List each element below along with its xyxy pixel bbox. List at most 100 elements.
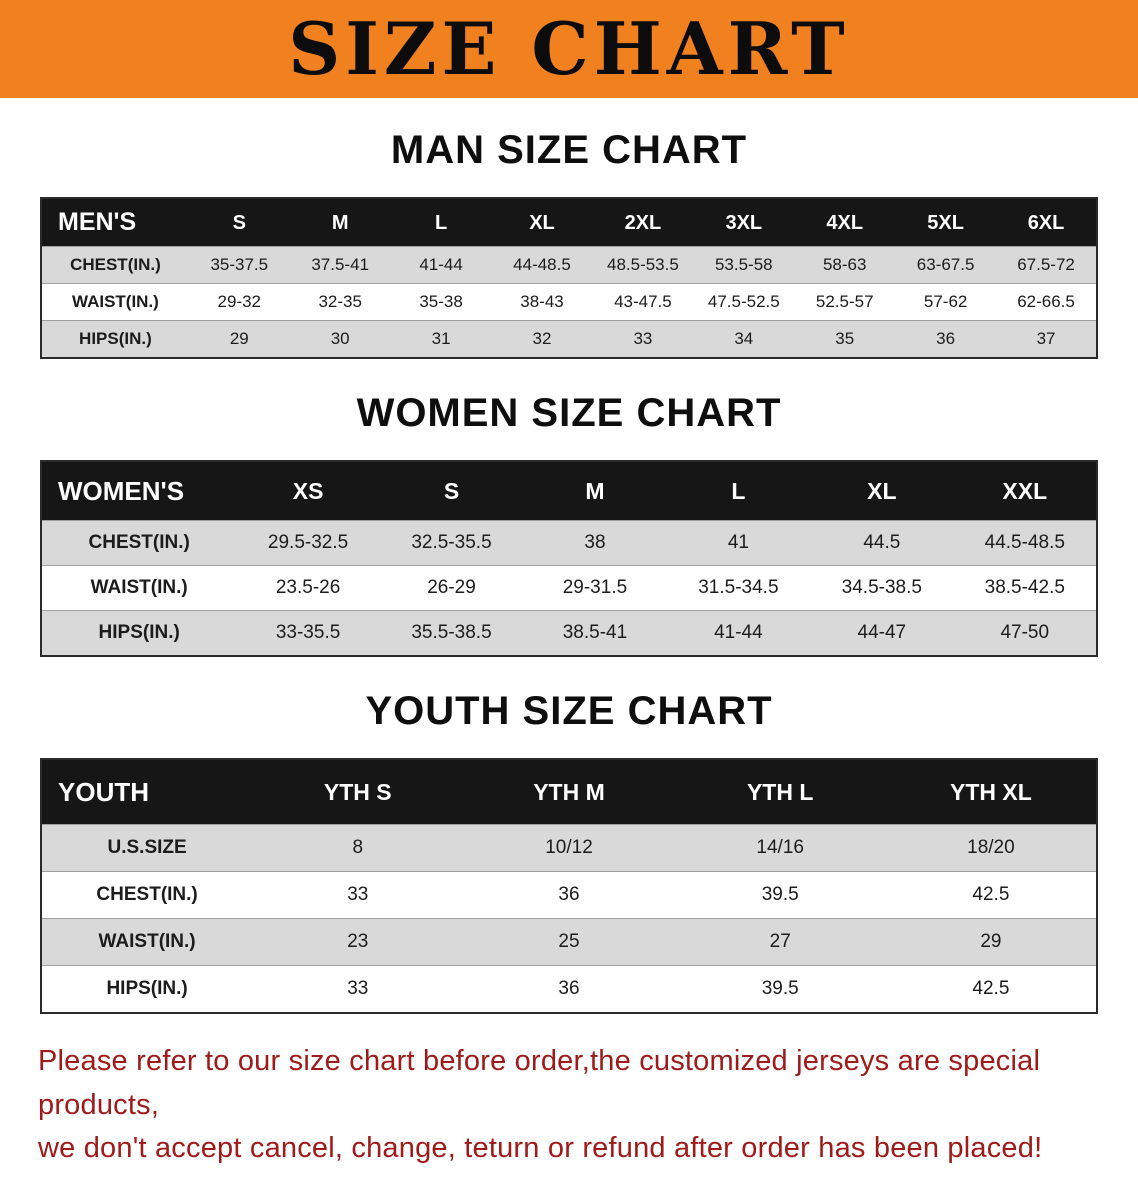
value-cell: 43-47.5 bbox=[592, 283, 694, 321]
value-cell: 44.5-48.5 bbox=[953, 520, 1097, 566]
value-cell: 47.5-52.5 bbox=[693, 283, 795, 321]
value-cell: 35 bbox=[794, 320, 896, 358]
value-cell: 29-31.5 bbox=[523, 565, 667, 611]
row-label-cell: WAIST(IN.) bbox=[41, 918, 253, 966]
value-cell: 32.5-35.5 bbox=[379, 520, 524, 566]
table-row: WAIST(IN.) 23.5-26 26-29 29-31.5 31.5-34.5 34… bbox=[41, 565, 1097, 611]
size-header-cell: 3XL bbox=[693, 198, 795, 247]
value-cell: 23 bbox=[252, 918, 464, 966]
table-row: CHEST(IN.) 35-37.5 37.5-41 41-44 44-48.5 48.5… bbox=[41, 246, 1097, 284]
value-cell: 41 bbox=[666, 520, 811, 566]
size-header-cell: XL bbox=[810, 461, 954, 521]
table-row: CHEST(IN.) 29.5-32.5 32.5-35.5 38 41 44.5 44.5… bbox=[41, 520, 1097, 566]
banner: SIZE CHART bbox=[0, 0, 1138, 98]
row-label-cell: CHEST(IN.) bbox=[41, 871, 253, 919]
size-header-cell: M bbox=[289, 198, 391, 247]
value-cell: 57-62 bbox=[895, 283, 997, 321]
value-cell: 30 bbox=[289, 320, 391, 358]
value-cell: 32-35 bbox=[289, 283, 391, 321]
man-size-chart-section: MAN SIZE CHART MEN'S S M L XL 2XL 3XL 4XL 5XL 6XL… bbox=[0, 128, 1138, 359]
women-size-chart-section: WOMEN SIZE CHART WOMEN'S XS S M L XL XXL CHEST(… bbox=[0, 391, 1138, 657]
value-cell: 52.5-57 bbox=[794, 283, 896, 321]
value-cell: 34 bbox=[693, 320, 795, 358]
table-title-cell: MEN'S bbox=[41, 198, 189, 247]
size-header-cell: YTH M bbox=[463, 759, 675, 825]
table-header-row: MEN'S S M L XL 2XL 3XL 4XL 5XL 6XL bbox=[41, 198, 1097, 247]
value-cell: 33 bbox=[592, 320, 694, 358]
value-cell: 58-63 bbox=[794, 246, 896, 284]
size-header-cell: YTH S bbox=[252, 759, 464, 825]
value-cell: 29.5-32.5 bbox=[236, 520, 380, 566]
size-header-cell: 6XL bbox=[996, 198, 1097, 247]
row-label-cell: WAIST(IN.) bbox=[41, 283, 189, 321]
value-cell: 34.5-38.5 bbox=[810, 565, 954, 611]
value-cell: 37 bbox=[996, 320, 1097, 358]
value-cell: 35.5-38.5 bbox=[379, 610, 524, 656]
size-header-cell: XXL bbox=[953, 461, 1097, 521]
value-cell: 31.5-34.5 bbox=[666, 565, 811, 611]
row-label-cell: HIPS(IN.) bbox=[41, 965, 253, 1013]
table-row: U.S.SIZE 8 10/12 14/16 18/20 bbox=[41, 824, 1097, 872]
value-cell: 31 bbox=[390, 320, 492, 358]
row-label-cell: CHEST(IN.) bbox=[41, 520, 237, 566]
table-row: CHEST(IN.) 33 36 39.5 42.5 bbox=[41, 871, 1097, 919]
table-row: WAIST(IN.) 23 25 27 29 bbox=[41, 918, 1097, 966]
value-cell: 36 bbox=[463, 871, 675, 919]
row-label-cell: HIPS(IN.) bbox=[41, 320, 189, 358]
size-header-cell: L bbox=[666, 461, 811, 521]
value-cell: 44-47 bbox=[810, 610, 954, 656]
value-cell: 25 bbox=[463, 918, 675, 966]
size-header-cell: YTH XL bbox=[885, 759, 1097, 825]
value-cell: 29 bbox=[885, 918, 1097, 966]
value-cell: 39.5 bbox=[674, 871, 886, 919]
footer-note: Please refer to our size chart before or… bbox=[38, 1040, 1100, 1171]
table-row: WAIST(IN.) 29-32 32-35 35-38 38-43 43-47.5 47.… bbox=[41, 283, 1097, 321]
value-cell: 38-43 bbox=[491, 283, 593, 321]
value-cell: 33-35.5 bbox=[236, 610, 380, 656]
value-cell: 35-37.5 bbox=[188, 246, 290, 284]
size-header-cell: XL bbox=[491, 198, 593, 247]
table-title-cell: YOUTH bbox=[41, 759, 253, 825]
women-size-table: WOMEN'S XS S M L XL XXL CHEST(IN.) 29.5-32.5 32.5… bbox=[40, 460, 1098, 657]
value-cell: 10/12 bbox=[463, 824, 675, 872]
table-row: HIPS(IN.) 29 30 31 32 33 34 35 36 37 bbox=[41, 320, 1097, 358]
size-header-cell: XS bbox=[236, 461, 380, 521]
value-cell: 63-67.5 bbox=[895, 246, 997, 284]
value-cell: 36 bbox=[463, 965, 675, 1013]
table-title-cell: WOMEN'S bbox=[41, 461, 237, 521]
value-cell: 38.5-41 bbox=[523, 610, 667, 656]
table-header-row: WOMEN'S XS S M L XL XXL bbox=[41, 461, 1097, 521]
value-cell: 32 bbox=[491, 320, 593, 358]
size-header-cell: L bbox=[390, 198, 492, 247]
value-cell: 44.5 bbox=[810, 520, 954, 566]
value-cell: 41-44 bbox=[390, 246, 492, 284]
value-cell: 8 bbox=[252, 824, 464, 872]
value-cell: 35-38 bbox=[390, 283, 492, 321]
value-cell: 38 bbox=[523, 520, 667, 566]
value-cell: 67.5-72 bbox=[996, 246, 1097, 284]
value-cell: 48.5-53.5 bbox=[592, 246, 694, 284]
size-header-cell: 4XL bbox=[794, 198, 896, 247]
value-cell: 39.5 bbox=[674, 965, 886, 1013]
value-cell: 23.5-26 bbox=[236, 565, 380, 611]
youth-size-chart-section: YOUTH SIZE CHART YOUTH YTH S YTH M YTH L YTH… bbox=[0, 689, 1138, 1014]
row-label-cell: WAIST(IN.) bbox=[41, 565, 237, 611]
value-cell: 53.5-58 bbox=[693, 246, 795, 284]
value-cell: 36 bbox=[895, 320, 997, 358]
men-size-table: MEN'S S M L XL 2XL 3XL 4XL 5XL 6XL CHEST(IN.) 35-37… bbox=[40, 197, 1098, 359]
row-label-cell: CHEST(IN.) bbox=[41, 246, 189, 284]
value-cell: 33 bbox=[252, 965, 464, 1013]
value-cell: 33 bbox=[252, 871, 464, 919]
value-cell: 29-32 bbox=[188, 283, 290, 321]
value-cell: 26-29 bbox=[379, 565, 524, 611]
value-cell: 14/16 bbox=[674, 824, 886, 872]
value-cell: 42.5 bbox=[885, 965, 1097, 1013]
footer-note-line-2: we don't accept cancel, change, teturn o… bbox=[38, 1132, 1043, 1164]
youth-size-chart-heading: YOUTH SIZE CHART bbox=[365, 689, 773, 733]
youth-size-table: YOUTH YTH S YTH M YTH L YTH XL U.S.SIZE 8 10/12… bbox=[40, 758, 1098, 1014]
row-label-cell: U.S.SIZE bbox=[41, 824, 253, 872]
women-size-chart-heading: WOMEN SIZE CHART bbox=[356, 391, 782, 435]
value-cell: 44-48.5 bbox=[491, 246, 593, 284]
value-cell: 62-66.5 bbox=[996, 283, 1097, 321]
